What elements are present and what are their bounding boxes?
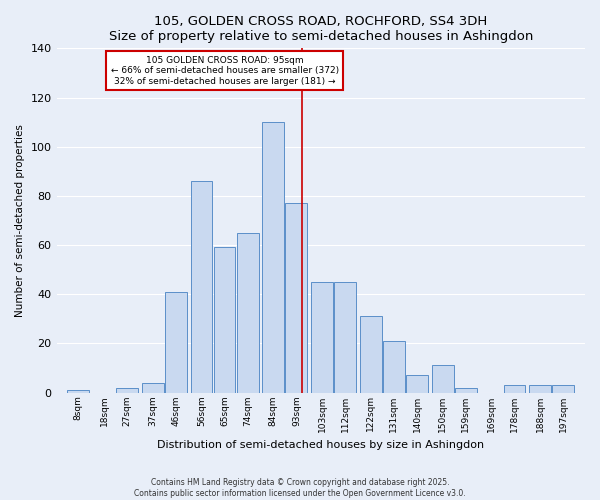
- Bar: [116, 388, 138, 392]
- Text: Contains HM Land Registry data © Crown copyright and database right 2025.
Contai: Contains HM Land Registry data © Crown c…: [134, 478, 466, 498]
- Bar: [311, 282, 333, 393]
- Bar: [406, 376, 428, 392]
- X-axis label: Distribution of semi-detached houses by size in Ashingdon: Distribution of semi-detached houses by …: [157, 440, 484, 450]
- Bar: [165, 292, 187, 392]
- Bar: [455, 388, 476, 392]
- Bar: [503, 385, 526, 392]
- Bar: [529, 385, 551, 392]
- Bar: [237, 232, 259, 392]
- Bar: [432, 366, 454, 392]
- Bar: [360, 316, 382, 392]
- Bar: [334, 282, 356, 393]
- Bar: [214, 248, 235, 392]
- Y-axis label: Number of semi-detached properties: Number of semi-detached properties: [15, 124, 25, 317]
- Bar: [142, 382, 164, 392]
- Bar: [262, 122, 284, 392]
- Title: 105, GOLDEN CROSS ROAD, ROCHFORD, SS4 3DH
Size of property relative to semi-deta: 105, GOLDEN CROSS ROAD, ROCHFORD, SS4 3D…: [109, 15, 533, 43]
- Bar: [67, 390, 89, 392]
- Bar: [552, 385, 574, 392]
- Bar: [191, 181, 212, 392]
- Bar: [286, 203, 307, 392]
- Text: 105 GOLDEN CROSS ROAD: 95sqm
← 66% of semi-detached houses are smaller (372)
32%: 105 GOLDEN CROSS ROAD: 95sqm ← 66% of se…: [110, 56, 338, 86]
- Bar: [383, 341, 405, 392]
